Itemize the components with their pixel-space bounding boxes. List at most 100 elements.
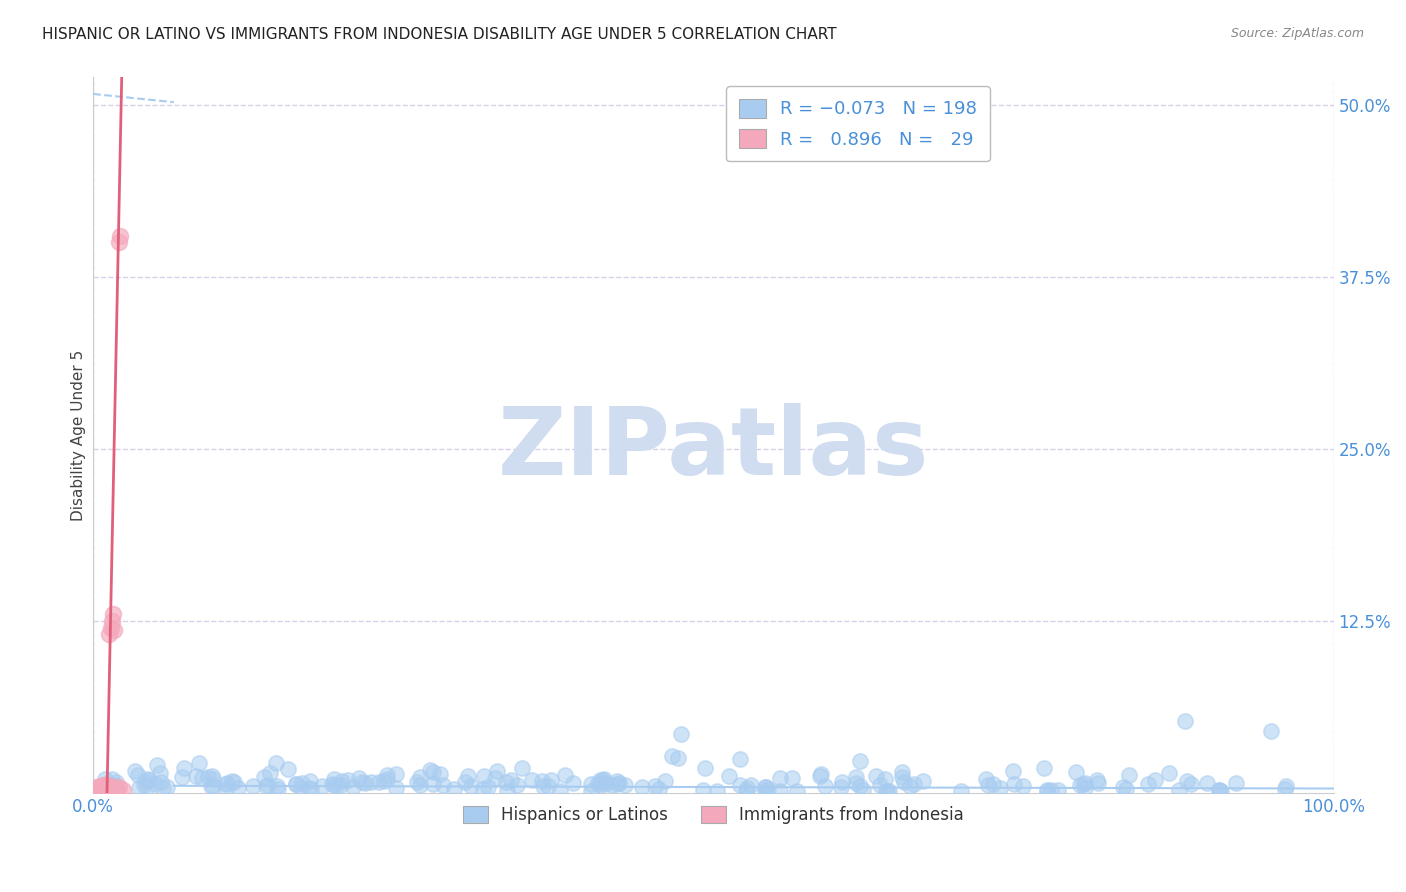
Point — [1036, 782, 1059, 797]
Point — [693, 761, 716, 775]
Point — [718, 769, 741, 783]
Point — [1002, 777, 1025, 791]
Point — [893, 775, 915, 789]
Point — [323, 772, 346, 786]
Point — [588, 773, 610, 788]
Point — [93, 778, 115, 792]
Point — [322, 778, 344, 792]
Point — [606, 777, 628, 791]
Point — [86, 780, 108, 794]
Point — [495, 775, 517, 789]
Point — [422, 777, 444, 791]
Point — [981, 777, 1004, 791]
Point — [609, 776, 631, 790]
Point — [221, 773, 243, 788]
Point — [298, 773, 321, 788]
Point — [531, 774, 554, 789]
Point — [1260, 723, 1282, 738]
Point — [267, 782, 290, 797]
Point — [94, 782, 117, 797]
Point — [1112, 780, 1135, 794]
Point — [477, 780, 499, 794]
Point — [706, 784, 728, 798]
Point — [257, 778, 280, 792]
Point — [326, 778, 349, 792]
Point — [226, 780, 249, 795]
Point — [852, 783, 875, 797]
Point — [579, 776, 602, 790]
Point — [285, 777, 308, 791]
Point — [87, 780, 110, 794]
Point — [562, 776, 585, 790]
Point — [104, 782, 127, 797]
Point — [865, 769, 887, 783]
Point — [201, 779, 224, 793]
Point — [810, 767, 832, 781]
Point — [98, 779, 121, 793]
Point — [692, 782, 714, 797]
Point — [197, 770, 219, 784]
Point — [321, 777, 343, 791]
Point — [224, 774, 246, 789]
Point — [1144, 773, 1167, 788]
Point — [145, 777, 167, 791]
Point — [845, 776, 868, 790]
Point — [1197, 776, 1219, 790]
Point — [94, 781, 117, 796]
Point — [127, 768, 149, 782]
Point — [285, 777, 308, 791]
Point — [443, 781, 465, 796]
Point — [354, 776, 377, 790]
Point — [94, 782, 117, 797]
Point — [311, 779, 333, 793]
Point — [595, 777, 617, 791]
Point — [266, 779, 288, 793]
Point — [97, 784, 120, 798]
Point — [631, 780, 654, 794]
Point — [87, 782, 110, 797]
Point — [132, 778, 155, 792]
Point — [215, 777, 238, 791]
Point — [201, 768, 224, 782]
Point — [849, 779, 872, 793]
Point — [485, 764, 508, 779]
Point — [898, 779, 921, 793]
Point — [592, 772, 614, 786]
Point — [188, 756, 211, 770]
Point — [1064, 764, 1087, 779]
Point — [329, 778, 352, 792]
Point — [988, 780, 1011, 795]
Point — [97, 781, 120, 796]
Point — [91, 778, 114, 792]
Point — [460, 779, 482, 793]
Point — [110, 228, 132, 243]
Point — [536, 779, 558, 793]
Point — [457, 769, 479, 783]
Point — [548, 783, 571, 797]
Point — [1046, 782, 1069, 797]
Point — [1118, 768, 1140, 782]
Point — [1087, 776, 1109, 790]
Point — [360, 775, 382, 789]
Point — [1069, 778, 1091, 792]
Point — [155, 780, 177, 794]
Point — [592, 772, 614, 787]
Point — [146, 758, 169, 772]
Point — [875, 772, 897, 786]
Point — [735, 781, 758, 796]
Point — [454, 775, 477, 789]
Point — [86, 784, 108, 798]
Point — [496, 784, 519, 798]
Y-axis label: Disability Age Under 5: Disability Age Under 5 — [72, 350, 86, 521]
Point — [215, 776, 238, 790]
Point — [98, 627, 121, 641]
Point — [522, 772, 544, 787]
Point — [810, 769, 832, 783]
Point — [385, 767, 408, 781]
Point — [912, 774, 935, 789]
Point — [149, 774, 172, 789]
Point — [648, 781, 671, 796]
Point — [105, 783, 128, 797]
Point — [298, 781, 321, 796]
Point — [1040, 783, 1063, 797]
